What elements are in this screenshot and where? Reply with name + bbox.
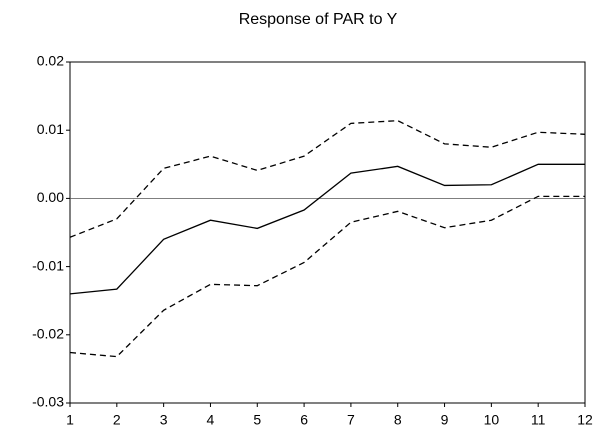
x-tick-label: 2 [113, 412, 121, 428]
x-tick-label: 1 [66, 412, 74, 428]
y-tick-label: -0.03 [32, 394, 64, 410]
x-tick-label: 6 [300, 412, 308, 428]
chart-title: Response of PAR to Y [239, 11, 398, 28]
x-tick-label: 11 [531, 412, 546, 428]
y-tick-label: -0.02 [32, 326, 64, 342]
x-tick-label: 9 [441, 412, 449, 428]
plot-frame [69, 61, 586, 404]
x-tick-label: 7 [347, 412, 355, 428]
series-line [69, 119, 586, 238]
x-tick-label: 12 [577, 412, 593, 428]
series-line [69, 163, 585, 295]
y-tick-label: 0.02 [37, 53, 64, 69]
series-line [69, 195, 585, 358]
x-tick-label: 4 [207, 412, 215, 428]
y-tick-label: 0.01 [37, 121, 64, 137]
x-tick-label: 8 [394, 412, 402, 428]
x-tick-label: 10 [484, 412, 500, 428]
y-tick-label: -0.01 [32, 257, 64, 273]
x-tick-label: 5 [253, 412, 261, 428]
y-tick-label: 0.00 [37, 189, 64, 205]
x-tick-label: 3 [160, 412, 168, 428]
